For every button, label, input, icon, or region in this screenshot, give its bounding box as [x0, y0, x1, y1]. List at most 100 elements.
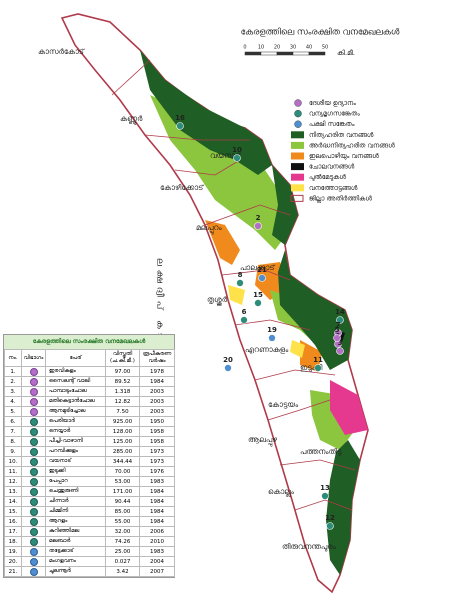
forest-moist-deciduous [300, 340, 322, 372]
area-name: ഇടുക്കി [45, 466, 106, 477]
area-size: 1.318 [105, 386, 140, 397]
scale-tick-label: 40 [306, 45, 312, 51]
row-number: 3. [4, 386, 22, 397]
row-number: 5. [4, 406, 22, 417]
site-icon [321, 492, 329, 500]
forest-plantation [228, 285, 245, 305]
site-icon [254, 299, 262, 307]
table-row: 9. പറമ്പിക്കുളം 285.00 1973 [4, 446, 175, 457]
category-icon-cell [21, 436, 46, 447]
protected-areas-table: കേരളത്തിലെ സംരക്ഷിത വനമേഖലകൾ നം. വിഭാഗം പേ… [3, 334, 175, 578]
category-icon-cell [21, 496, 46, 507]
site-icon [224, 364, 232, 372]
site-number: 5 [335, 326, 340, 334]
area-size: 90.44 [105, 496, 140, 507]
row-number: 11. [4, 466, 22, 477]
grassland [330, 380, 368, 435]
category-icon-cell [21, 386, 46, 397]
district-label: പാലക്കാട് [240, 263, 276, 272]
district-boundaries [111, 59, 356, 511]
area-name: ചിന്നാർ [45, 496, 106, 507]
area-size: 53.00 [105, 476, 140, 487]
scale-tick-label: 20 [274, 45, 280, 51]
row-number: 17. [4, 526, 22, 537]
table-row: 19. തട്ടേക്കാട് 25.00 1983 [4, 546, 175, 557]
district-label: എറണാകുളം [245, 345, 289, 355]
category-icon [29, 427, 38, 436]
category-icon-cell [21, 416, 46, 427]
site-number: 16 [175, 114, 185, 122]
table-row: 6. പെരിയാർ 925.00 1950 [4, 416, 175, 427]
year-established: 1984 [139, 486, 175, 497]
category-icon [29, 377, 38, 386]
year-established: 1976 [139, 466, 175, 477]
site-number: 8 [238, 271, 243, 279]
table-row: 12. പേപ്പാറ 53.00 1983 [4, 476, 175, 487]
row-number: 15. [4, 506, 22, 517]
scale-segment [292, 51, 310, 56]
year-established: 1978 [139, 366, 175, 377]
legend-swatch [291, 173, 304, 181]
category-icon-cell [21, 396, 46, 407]
header-cell: വിസ്തൃതി (ച.കി.മീ.) [105, 349, 140, 367]
year-established: 2003 [139, 406, 175, 417]
category-icon-cell [21, 536, 46, 547]
legend-label: അർദ്ധനിത്യഹരിത വനങ്ങൾ [309, 141, 395, 149]
area-size: 7.50 [105, 406, 140, 417]
scale-segment [276, 51, 294, 56]
area-name: ഇരവികുളം [45, 366, 106, 377]
category-icon [29, 487, 38, 496]
row-number: 13. [4, 486, 22, 497]
category-icon-cell [21, 426, 46, 437]
district-labels: കാസർകോട് കണ്ണൂർ വയനാട് കോഴിക്കോട് മലപ്പുറം പാ… [38, 47, 342, 551]
area-name: പാമ്പാടുംചോല [45, 386, 106, 397]
category-icon [29, 537, 38, 546]
category-icon-cell [21, 446, 46, 457]
table-row: 14. ചിന്നാർ 90.44 1984 [4, 496, 175, 507]
site-number: 7 [336, 321, 341, 329]
year-established: 1984 [139, 506, 175, 517]
category-icon [29, 567, 38, 576]
scale-tick-label: 0 [243, 45, 246, 51]
district-label: കാസർകോട് [38, 47, 85, 56]
row-number: 20. [4, 556, 22, 567]
category-icon-cell [21, 486, 46, 497]
category-icon-cell [21, 516, 46, 527]
district-label: കോട്ടയം [268, 400, 299, 409]
category-icon [29, 367, 38, 376]
site-icon [233, 154, 241, 162]
legend-swatch [291, 152, 304, 160]
legend-label: നിത്യഹരിത വനങ്ങൾ [309, 131, 374, 139]
category-icon [29, 507, 38, 516]
site-icon [176, 122, 184, 130]
year-established: 2010 [139, 536, 175, 547]
legend-label: വന്യമൃഗസങ്കേതം [309, 110, 360, 118]
category-icon [29, 417, 38, 426]
area-size: 89.52 [105, 376, 140, 387]
site-icon [240, 316, 248, 324]
category-icon [29, 407, 38, 416]
area-name: സൈലന്റ് വാലി [45, 376, 106, 387]
category-icon-cell [21, 406, 46, 417]
year-established: 2006 [139, 526, 175, 537]
legend-icon [294, 99, 302, 107]
table-row: 17. കുറിഞ്ഞിമല 32.00 2006 [4, 526, 175, 537]
scale-tick-label: 50 [322, 45, 328, 51]
forest-evergreen [272, 165, 298, 245]
site-number: 15 [253, 291, 263, 299]
table-title: കേരളത്തിലെ സംരക്ഷിത വനമേഖലകൾ [4, 335, 174, 349]
area-name: നെയ്യാർ [45, 426, 106, 437]
site-number: 11 [313, 356, 323, 364]
area-name: മംഗളവനം [45, 556, 106, 567]
site-markers: 161022181561920147131113125 [175, 114, 345, 530]
area-size: 70.00 [105, 466, 140, 477]
row-number: 19. [4, 546, 22, 557]
header-cell: രൂപീകരണ വർഷം [139, 349, 175, 367]
header-cell: പേര് [45, 349, 106, 367]
category-icon-cell [21, 476, 46, 487]
year-established: 2004 [139, 556, 175, 567]
category-icon [29, 497, 38, 506]
legend-icon [294, 109, 302, 118]
area-size: 3.42 [105, 566, 140, 577]
